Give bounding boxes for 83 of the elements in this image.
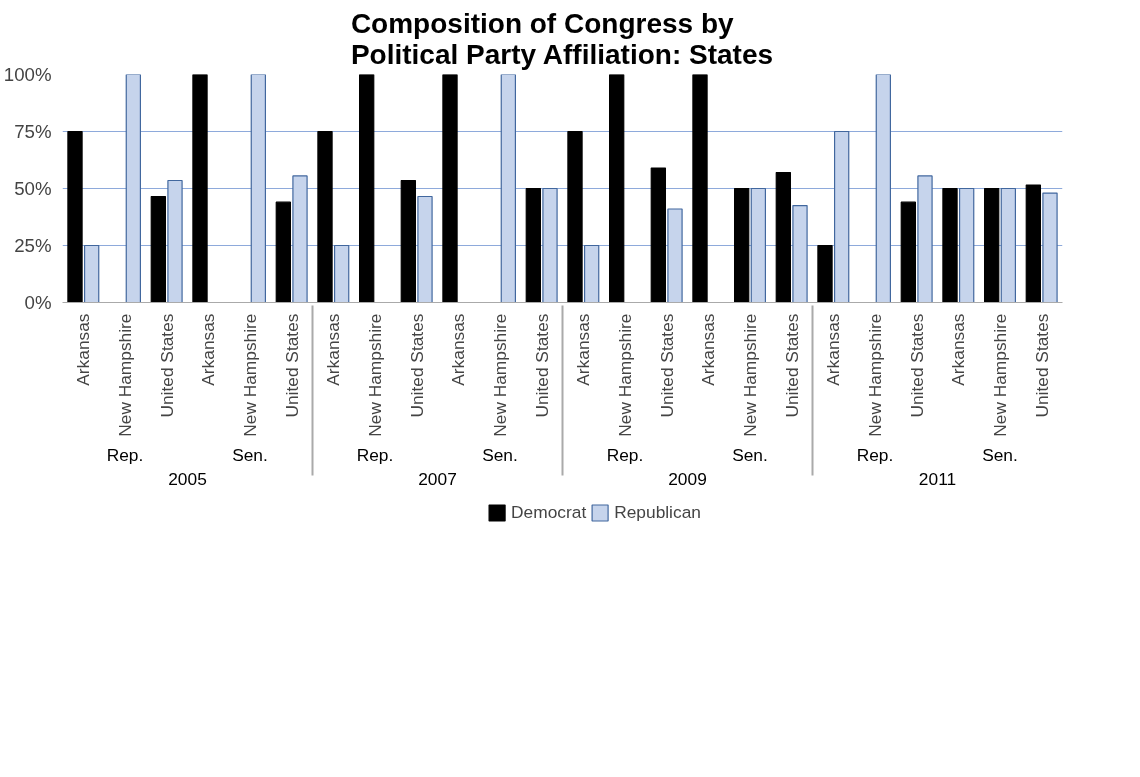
bar: [833, 130, 850, 303]
text: Sen.: [482, 444, 518, 465]
y-tick-label: 25%: [14, 235, 52, 256]
y-tick-label: 100%: [3, 64, 52, 85]
bar: [67, 130, 83, 303]
x-tick-label: New Hampshire: [115, 313, 135, 437]
x-tick-label: Arkansas: [698, 313, 719, 386]
bar: [567, 130, 583, 303]
text: Rep.: [856, 444, 894, 465]
bar: [125, 74, 142, 303]
bar: [525, 187, 542, 303]
x-tick-label: United States: [156, 313, 177, 418]
x-tick-label: United States: [781, 313, 802, 418]
text: Rep.: [606, 444, 644, 465]
bar: [500, 74, 517, 303]
x-tick-label: New Hampshire: [490, 313, 510, 437]
y-tick-label: 50%: [14, 178, 52, 199]
text: Sen.: [732, 444, 768, 465]
x-tick-label: New Hampshire: [865, 313, 885, 437]
x-tick-label: New Hampshire: [990, 313, 1010, 437]
bar: [250, 74, 267, 303]
bar: [608, 74, 625, 303]
x-tick-label: United States: [1031, 313, 1052, 418]
bar: [775, 171, 792, 303]
x-tick-label: Arkansas: [323, 313, 344, 386]
bar: [792, 205, 808, 303]
x-tick-label: Arkansas: [948, 313, 969, 386]
x-tick-label: United States: [906, 313, 927, 418]
text: 2007: [418, 468, 457, 489]
x-tick-label: Arkansas: [823, 313, 844, 386]
x-tick-label: New Hampshire: [615, 313, 635, 437]
text: 2005: [168, 468, 207, 489]
text: 2009: [668, 468, 707, 489]
bar: [192, 74, 208, 303]
text: Rep.: [106, 444, 144, 465]
bar: [400, 179, 417, 303]
bar: [583, 244, 600, 303]
x-tick-label: Arkansas: [198, 313, 219, 386]
bar: [83, 244, 100, 303]
bar: [650, 167, 667, 303]
x-tick-label: New Hampshire: [240, 313, 260, 437]
y-tick-label: 0%: [24, 292, 52, 313]
text: Sen.: [232, 444, 268, 465]
bar: [958, 187, 975, 303]
bar: [733, 187, 750, 303]
bar: [358, 74, 375, 303]
bar: [692, 74, 708, 303]
bar: [1042, 192, 1058, 303]
bar: [942, 187, 958, 303]
bar: [167, 179, 183, 303]
x-tick-label: New Hampshire: [365, 313, 385, 437]
bar: [542, 187, 558, 303]
bar: [292, 175, 308, 303]
x-tick-label: United States: [406, 313, 427, 418]
bar: [817, 244, 833, 303]
x-tick-label: New Hampshire: [740, 313, 760, 437]
bar: [1025, 184, 1042, 303]
x-tick-label: Arkansas: [448, 313, 469, 386]
legend-label: Democrat: [511, 501, 587, 523]
x-tick-label: United States: [281, 313, 302, 418]
bar: [333, 244, 350, 303]
bar: [1000, 187, 1017, 303]
legend-label: Republican: [614, 501, 701, 523]
x-tick-label: United States: [656, 313, 677, 418]
bar: [750, 187, 767, 303]
x-tick-label: Arkansas: [73, 313, 94, 386]
x-tick-label: Arkansas: [573, 313, 594, 386]
bar: [900, 201, 917, 303]
bar: [875, 74, 892, 303]
y-tick-label: 75%: [14, 121, 52, 142]
bar: [667, 208, 683, 303]
text: 2011: [918, 468, 957, 489]
text: Sen.: [982, 444, 1018, 465]
chart-title: Composition of Congress by Political Party Affiliation: States: [350, 7, 774, 70]
bar: [417, 195, 433, 303]
x-tick-label: United States: [531, 313, 552, 418]
bar: [983, 187, 1000, 303]
bar: [275, 201, 292, 303]
bar: [150, 195, 167, 303]
bar: [442, 74, 458, 303]
bar: [317, 130, 333, 303]
bar: [917, 175, 933, 303]
text: Rep.: [356, 444, 394, 465]
